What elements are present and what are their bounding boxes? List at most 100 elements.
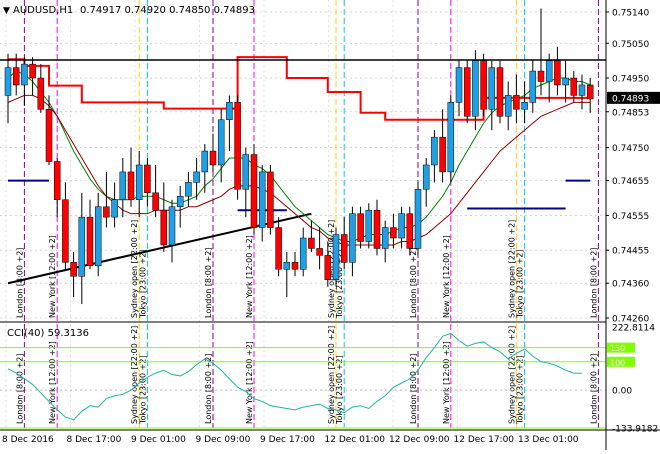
ohlc-label: 0.74917 0.74920 0.74850 0.74893: [80, 5, 255, 16]
chart-menu-icon[interactable]: ▼: [3, 6, 10, 16]
cci-level-label: 150: [610, 344, 625, 353]
session-label: London [8:00 +2]: [589, 248, 598, 318]
session-label: Tokyo [23:00 +2]: [138, 355, 147, 425]
candle-body: [463, 67, 471, 117]
candle-body: [578, 84, 586, 96]
candle-body: [308, 237, 315, 249]
session-label: Tokyo [23:00 +2]: [335, 249, 344, 319]
price-tick-label: 0.74853: [612, 108, 649, 118]
candle-body: [504, 95, 512, 117]
cci-level-tag: [607, 342, 635, 353]
session-label: London [8:00 +2]: [15, 248, 24, 318]
candle-body: [193, 171, 200, 183]
candle-body: [217, 119, 225, 166]
session-label: Sydney open [22:00 +2]: [130, 326, 139, 424]
candle-body: [135, 164, 143, 201]
candle-body: [291, 262, 299, 270]
time-tick-label: 12 Dec 17:00: [454, 435, 515, 445]
candle-body: [62, 199, 69, 263]
cci-level-label: 100: [610, 358, 625, 367]
candle-body: [480, 60, 487, 110]
cci-tick-label: 0.00: [612, 387, 632, 397]
upper-level-line: [8, 56, 591, 121]
session-label: London [8:00 +2]: [204, 354, 213, 424]
price-tick-label: 0.74750: [612, 144, 649, 154]
candle-body: [103, 206, 110, 218]
session-label: Sydney open [22:00 +2]: [507, 326, 516, 424]
session-label: New York [12:00 +2]: [48, 235, 57, 318]
candle-body: [275, 227, 282, 270]
session-label: New York [12:00 +2]: [245, 341, 254, 424]
price-tick-label: 0.74555: [612, 212, 649, 222]
candle-body: [185, 182, 192, 197]
time-tick-label: 8 Dec 17:00: [67, 435, 122, 445]
candle-body: [521, 102, 528, 110]
price-tick-label: 0.74655: [612, 177, 649, 187]
candle-body: [406, 213, 414, 249]
session-label: Sydney open [22:00 +2]: [327, 220, 336, 318]
candle-body: [29, 63, 36, 79]
candle-body: [570, 77, 578, 96]
price-tick-label: 0.74360: [612, 280, 649, 290]
candle-body: [168, 206, 176, 246]
candle-body: [176, 196, 184, 207]
session-label: New York [12:00 +2]: [48, 341, 57, 424]
session-label: London [8:00 +2]: [204, 248, 213, 318]
candle-body: [209, 150, 217, 166]
candle-body: [70, 262, 77, 277]
candle-body: [513, 95, 520, 110]
candle-body: [398, 213, 405, 239]
time-tick-label: 12 Dec 01:00: [325, 435, 386, 445]
session-label: London [8:00 +2]: [409, 354, 418, 424]
candle-body: [45, 109, 53, 162]
candle-body: [267, 171, 274, 228]
candle-body: [12, 67, 20, 86]
indicator-label: CCI(40) 59.3136: [7, 328, 89, 339]
candle-body: [447, 102, 455, 173]
candle-body: [373, 209, 381, 249]
candle-body: [78, 216, 86, 277]
candle-body: [365, 209, 373, 242]
session-label: Tokyo [23:00 +2]: [138, 249, 147, 319]
candle-body: [324, 255, 332, 280]
cci-level-tag: [607, 356, 635, 367]
candle-body: [537, 70, 545, 82]
time-tick-label: 9 Dec 17:00: [260, 435, 315, 445]
candle-body: [299, 237, 307, 270]
candle-body: [127, 171, 135, 201]
candle-body: [94, 206, 102, 267]
candle-body: [160, 209, 168, 246]
candle-body: [545, 60, 553, 82]
session-label: Sydney open [22:00 +2]: [327, 326, 336, 424]
candle-body: [422, 164, 430, 190]
price-tag: 0.74893: [612, 94, 649, 104]
candle-body: [472, 60, 479, 117]
candle-body: [332, 234, 340, 280]
price-tick-label: 0.74950: [612, 75, 649, 85]
candle-body: [53, 161, 61, 201]
price-tag-box: [607, 91, 660, 104]
time-tick-label: 9 Dec 09:00: [196, 435, 251, 445]
candle-body: [316, 248, 323, 256]
session-label: Sydney open [22:00 +2]: [507, 220, 516, 318]
candle-body: [258, 171, 266, 228]
candle-body: [340, 234, 348, 263]
candle-body: [439, 136, 446, 173]
candle-body: [496, 67, 504, 117]
candle-body: [201, 150, 209, 173]
cci-tick-label: 222.8114: [612, 324, 655, 334]
candle-body: [4, 67, 12, 96]
session-label: Tokyo [23:00 +2]: [335, 355, 344, 425]
candle-body: [414, 189, 422, 249]
session-label: London [8:00 +2]: [15, 354, 24, 424]
candle-body: [234, 102, 241, 190]
candle-body: [283, 262, 291, 270]
candle-body: [152, 192, 159, 211]
session-label: Tokyo [23:00 +2]: [516, 249, 525, 319]
candle-body: [586, 84, 594, 100]
candle-body: [250, 154, 258, 228]
session-label: New York [12:00 +2]: [245, 235, 254, 318]
candle-body: [111, 199, 118, 218]
candle-body: [21, 63, 28, 86]
